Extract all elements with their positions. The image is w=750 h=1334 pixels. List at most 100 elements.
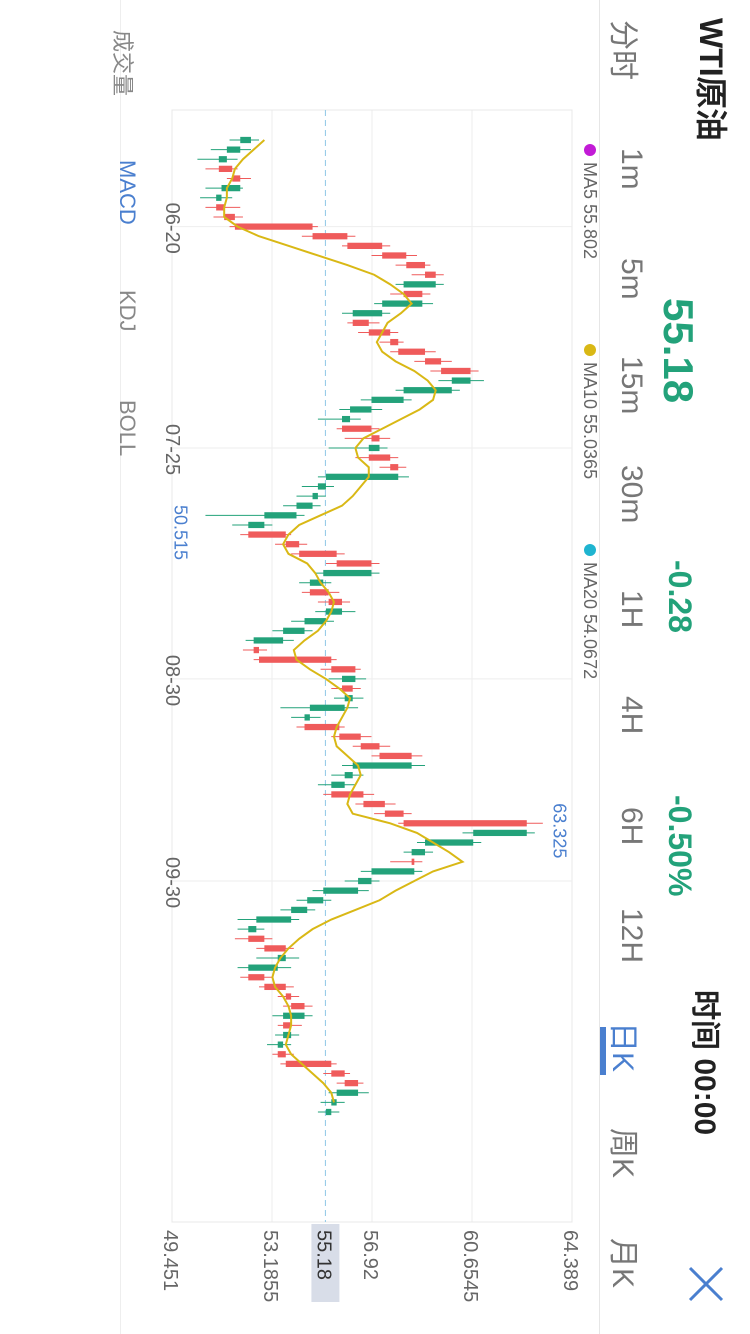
candle-body bbox=[221, 184, 241, 192]
candle-body bbox=[323, 887, 359, 894]
candle-body bbox=[403, 281, 436, 288]
candle-body bbox=[425, 358, 442, 365]
candle-body bbox=[248, 531, 286, 538]
candle-body bbox=[216, 194, 222, 201]
candle-body bbox=[390, 338, 399, 346]
max-price-label: 63.325 bbox=[550, 803, 570, 858]
candle-body bbox=[339, 733, 361, 740]
candle-body bbox=[411, 858, 415, 865]
candle-body bbox=[285, 541, 300, 548]
candle-body bbox=[256, 916, 292, 923]
candle-body bbox=[371, 396, 404, 403]
candle-body bbox=[368, 454, 391, 461]
candle-body bbox=[248, 926, 257, 933]
candle-body bbox=[304, 723, 340, 731]
close-button[interactable] bbox=[684, 1262, 728, 1306]
candle-body bbox=[226, 146, 241, 153]
candle-body bbox=[360, 743, 380, 750]
min-price-label: 50.515 bbox=[170, 505, 190, 560]
candle-body bbox=[307, 897, 324, 904]
x-tick-label: 07-25 bbox=[161, 424, 183, 475]
kline-chart[interactable]: 64.389 60.6545 56.92 53.1855 49.451 06-20 07-2… bbox=[120, 0, 750, 1334]
candle-body bbox=[277, 1041, 284, 1048]
legend-label: MA5 55.802 bbox=[580, 162, 600, 259]
candle-body bbox=[291, 1003, 305, 1010]
candle-body bbox=[406, 261, 426, 269]
candle-body bbox=[258, 656, 332, 663]
candle-body bbox=[371, 868, 415, 875]
candle-body bbox=[425, 271, 436, 278]
candle-body bbox=[325, 608, 343, 615]
y-tick-label: 56.92 bbox=[359, 1230, 381, 1280]
candle-body bbox=[283, 1012, 305, 1019]
legend-marker bbox=[584, 544, 596, 556]
candle-body bbox=[312, 492, 318, 500]
candle-body bbox=[325, 473, 399, 480]
candle-body bbox=[451, 377, 471, 384]
candle-body bbox=[368, 444, 380, 452]
candle-body bbox=[218, 165, 233, 172]
candle-body bbox=[350, 406, 372, 413]
tab-indicator-kdj[interactable]: KDJ bbox=[115, 290, 140, 332]
x-tick-label: 09-30 bbox=[161, 857, 183, 908]
legend-marker bbox=[584, 144, 596, 156]
candle-body bbox=[352, 762, 412, 769]
candle-body bbox=[331, 781, 345, 788]
ma-line bbox=[223, 139, 465, 1103]
candle-body bbox=[304, 714, 310, 721]
candle-body bbox=[323, 569, 372, 577]
candle-body bbox=[304, 618, 326, 625]
candle-body bbox=[253, 637, 284, 644]
candle-body bbox=[216, 204, 225, 211]
candle-body bbox=[299, 550, 337, 557]
candle-body bbox=[234, 223, 313, 230]
candle-body bbox=[248, 521, 265, 529]
candle-body bbox=[325, 1108, 332, 1116]
candle-body bbox=[403, 290, 423, 298]
candle-body bbox=[358, 877, 372, 885]
candle-body bbox=[441, 367, 471, 375]
legend-label: MA10 55.0365 bbox=[580, 362, 600, 479]
candle-body bbox=[264, 945, 286, 952]
candle-body bbox=[240, 136, 251, 144]
candle-body bbox=[264, 512, 297, 519]
candle-body bbox=[248, 974, 265, 981]
candle-body bbox=[398, 348, 426, 355]
candle-body bbox=[285, 1060, 332, 1068]
candle-body bbox=[382, 300, 423, 307]
candle-body bbox=[296, 502, 313, 509]
y-tick-label: 53.1855 bbox=[259, 1230, 281, 1302]
candle-body bbox=[285, 993, 292, 1000]
candle-body bbox=[283, 627, 305, 634]
candle-body bbox=[342, 425, 372, 432]
candle-body bbox=[352, 319, 369, 326]
header: WTI原油 55.18 -0.28 -0.50% 时间 00:00 bbox=[602, 0, 750, 1334]
candle-body bbox=[309, 704, 345, 711]
candle-body bbox=[352, 310, 383, 317]
candle-body bbox=[253, 646, 259, 654]
y-tick-label: 64.389 bbox=[559, 1230, 581, 1291]
candle-body bbox=[403, 820, 527, 827]
candle-body bbox=[363, 800, 385, 808]
candle-body bbox=[309, 589, 329, 596]
candle-body bbox=[382, 252, 407, 259]
x-tick-label: 08-30 bbox=[161, 655, 183, 706]
candle-body bbox=[283, 1022, 292, 1029]
candle-body bbox=[403, 387, 452, 394]
candle-body bbox=[411, 849, 426, 856]
candle-body bbox=[248, 935, 265, 942]
tab-indicator-macd[interactable]: MACD bbox=[115, 160, 140, 225]
candle-body bbox=[331, 791, 364, 798]
x-tick-label: 06-20 bbox=[161, 203, 183, 254]
tab-indicator-volume[interactable]: 成交量 bbox=[110, 30, 135, 97]
candle-body bbox=[344, 772, 353, 779]
tab-indicator-boll[interactable]: BOLL bbox=[115, 400, 140, 457]
candle-body bbox=[312, 233, 348, 240]
candle-body bbox=[291, 906, 308, 914]
legend-marker bbox=[584, 344, 596, 356]
y-tick-label: 60.6545 bbox=[459, 1230, 481, 1302]
candle-body bbox=[371, 435, 380, 442]
candle-body bbox=[384, 810, 404, 817]
candle-body bbox=[336, 1089, 359, 1096]
